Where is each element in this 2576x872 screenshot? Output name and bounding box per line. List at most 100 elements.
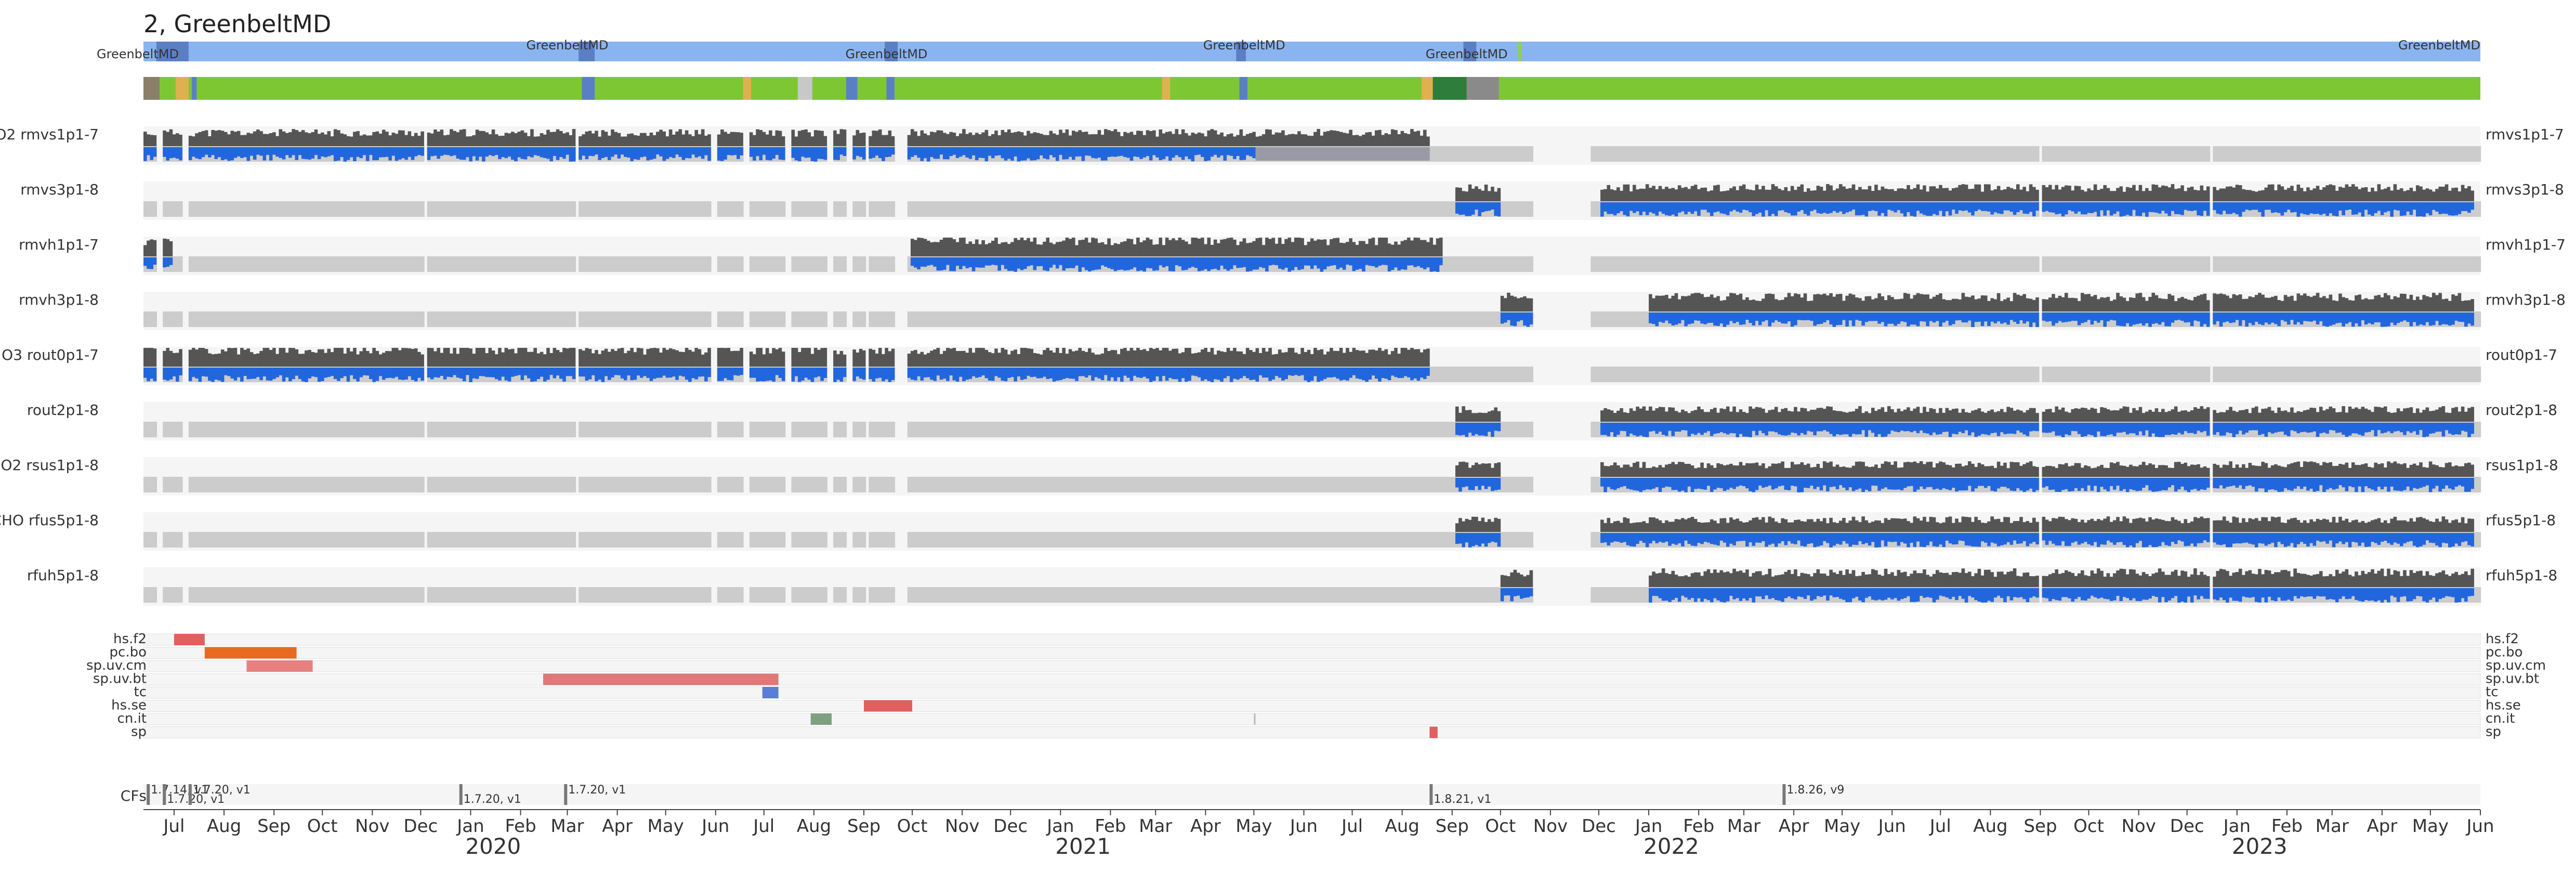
- data-bar-upper: [1081, 132, 1085, 146]
- data-bar-lower: [1185, 147, 1188, 157]
- track-cell: [2190, 146, 2194, 162]
- data-bar-lower: [1806, 313, 1810, 320]
- data-bar-lower: [1723, 313, 1727, 327]
- data-bar-lower: [1113, 257, 1118, 271]
- track-cell: [2415, 146, 2420, 162]
- data-bar-lower: [437, 147, 440, 159]
- data-bar-lower: [1123, 257, 1127, 271]
- data-bar-lower: [1423, 257, 1427, 269]
- track-cell: [1629, 146, 1634, 162]
- track-cell: [753, 201, 757, 217]
- data-bar-upper: [955, 242, 960, 256]
- data-bar-lower: [353, 147, 357, 162]
- data-bar-upper: [2306, 296, 2310, 311]
- track-cell: [1967, 146, 1972, 162]
- track-cell: [1465, 146, 1469, 162]
- data-bar-lower: [1297, 257, 1301, 270]
- data-bar-lower: [804, 147, 808, 158]
- track-cell: [2103, 256, 2107, 272]
- data-bar-upper: [2419, 300, 2423, 311]
- track-cell: [1394, 311, 1398, 327]
- data-bar-upper: [353, 132, 357, 146]
- track-cell: [314, 201, 319, 217]
- track-cell: [288, 201, 293, 217]
- track-cell: [2193, 146, 2198, 162]
- data-bar-lower: [1317, 147, 1320, 161]
- track-cell: [920, 201, 924, 217]
- track-cell: [446, 256, 451, 272]
- track-cell: [2068, 256, 2072, 272]
- track-cell: [1146, 201, 1150, 217]
- track-cell: [649, 256, 654, 272]
- data-bar-lower: [862, 147, 866, 160]
- track-cell: [1484, 256, 1489, 272]
- data-bar-lower: [427, 147, 431, 160]
- data-bar-upper: [2396, 189, 2400, 201]
- track-cell: [952, 201, 956, 217]
- track-cell: [236, 201, 241, 217]
- data-bar-upper: [1123, 241, 1127, 256]
- data-bar-lower: [230, 147, 234, 161]
- track-cell: [1516, 201, 1521, 217]
- data-bar-lower: [1794, 313, 1797, 326]
- data-bar-upper: [1010, 242, 1014, 256]
- data-bar-upper: [1706, 296, 1711, 311]
- track-cell: [1081, 201, 1086, 217]
- data-bar-lower: [1690, 313, 1694, 324]
- data-bar-upper: [1185, 241, 1188, 256]
- track-cell: [2457, 256, 2462, 272]
- track-cell: [559, 256, 563, 272]
- data-bar-lower: [2409, 202, 2413, 215]
- data-bar-lower: [1797, 202, 1800, 212]
- track-cell: [733, 256, 738, 272]
- track-cell: [2026, 146, 2030, 162]
- track-cell: [2477, 311, 2481, 327]
- data-bar-upper: [446, 135, 450, 146]
- data-bar-lower: [494, 147, 498, 155]
- track-cell: [1304, 311, 1308, 327]
- data-bar-upper: [2387, 187, 2390, 201]
- data-bar-lower: [2238, 313, 2242, 326]
- track-cell: [1175, 201, 1179, 217]
- data-bar-lower: [462, 147, 466, 160]
- track-cell: [1642, 256, 1647, 272]
- data-bar-lower: [1739, 202, 1743, 213]
- track-cell: [2161, 146, 2165, 162]
- track-cell: [678, 311, 682, 327]
- data-bar-upper: [1939, 185, 1942, 201]
- location-marker: [885, 42, 898, 61]
- track-cell: [2316, 146, 2320, 162]
- data-bar-lower: [1426, 147, 1430, 161]
- track-cell: [2277, 256, 2281, 272]
- data-bar-lower: [504, 147, 508, 159]
- track-cell: [482, 201, 486, 217]
- data-bar-upper: [614, 132, 618, 146]
- data-bar-upper: [994, 238, 998, 256]
- data-bar-lower: [1665, 202, 1668, 215]
- data-bar-lower: [1781, 313, 1784, 324]
- data-bar-lower: [317, 147, 321, 160]
- data-bar-lower: [1996, 202, 2001, 214]
- track-cell: [2299, 256, 2304, 272]
- data-bar-lower: [356, 147, 360, 157]
- data-bar-upper: [1503, 298, 1507, 311]
- data-bar-upper: [595, 131, 598, 146]
- data-bar-upper: [569, 135, 573, 146]
- data-bar-upper: [1213, 130, 1217, 146]
- data-bar-upper: [1903, 293, 1907, 311]
- data-bar-lower: [1710, 313, 1714, 323]
- track-cell: [417, 201, 422, 217]
- data-bar-upper: [1223, 239, 1227, 256]
- data-bar-lower: [633, 147, 637, 160]
- track-cell: [1458, 146, 1463, 162]
- data-bar-lower: [952, 257, 956, 271]
- data-bar-lower: [314, 147, 318, 155]
- data-bar-upper: [813, 130, 818, 146]
- data-bar-upper: [317, 134, 321, 146]
- data-bar-upper: [1897, 188, 1901, 201]
- track-cell: [549, 311, 554, 327]
- track-cell: [395, 256, 399, 272]
- data-bar-lower: [1693, 202, 1698, 212]
- data-bar-upper: [2261, 294, 2265, 311]
- data-bar-upper: [443, 135, 447, 146]
